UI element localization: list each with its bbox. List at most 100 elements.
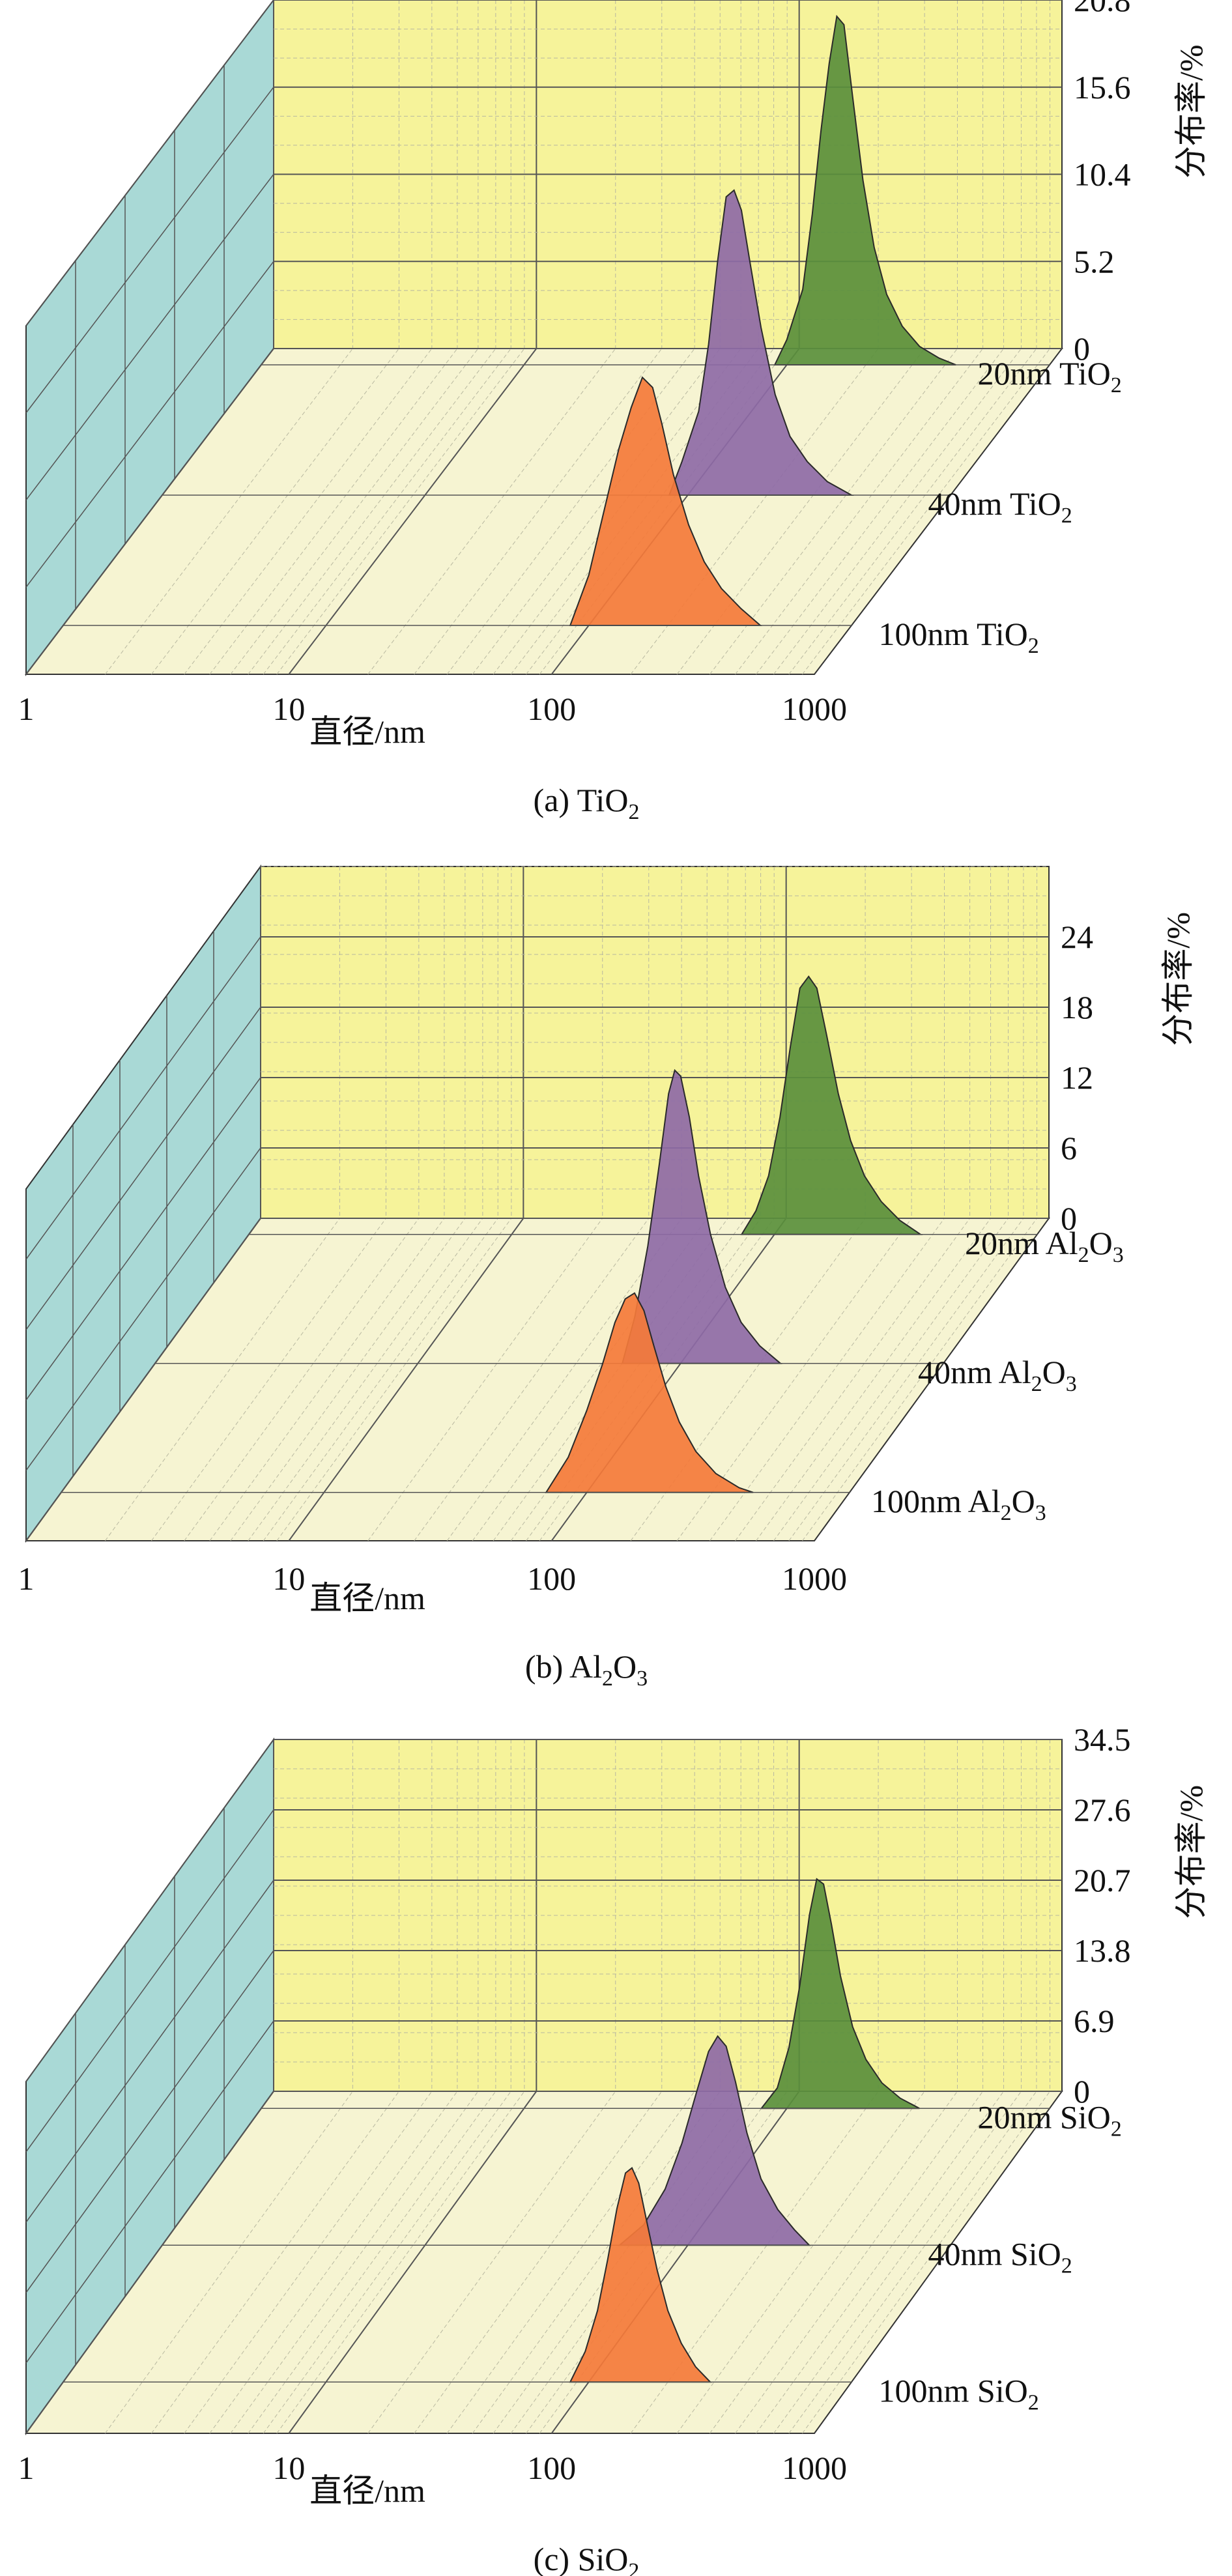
series-label-text: O: [1089, 1225, 1113, 1261]
z-tick-label: 6.9: [1074, 2003, 1115, 2039]
x-tick-label: 10: [272, 2450, 305, 2486]
caption-prefix: (a): [534, 782, 577, 818]
z-tick-label: 6: [1061, 1130, 1077, 1166]
series-label: 40nm Al2O3: [918, 1354, 1077, 1396]
series-label: 100nm TiO2: [879, 616, 1039, 658]
series-label-text: 100nm SiO: [879, 2372, 1028, 2409]
grid-lines: [25, 866, 1049, 1541]
caption-prefix: (c): [534, 2541, 578, 2576]
z-tick-label: 12: [1061, 1059, 1093, 1096]
series-label-text: 100nm Al: [871, 1483, 1001, 1519]
series-label-subscript: 2: [1111, 2117, 1122, 2141]
x-tick-label: 1: [18, 691, 35, 727]
series-label-subscript: 2: [1028, 2390, 1039, 2414]
z-tick-label: 13.8: [1074, 1932, 1131, 1969]
series-area: [760, 1878, 920, 2110]
caption-subscript: 3: [637, 1667, 648, 1691]
z-tick-label: 20.7: [1074, 1862, 1131, 1898]
series-area: [621, 1068, 782, 1364]
z-tick-label: 0: [1074, 2073, 1090, 2110]
z-axis-title: 分布率/%: [1173, 44, 1209, 179]
caption-prefix: (b): [525, 1648, 569, 1685]
series-label-text: 20nm TiO: [978, 355, 1111, 392]
x-tick-label: 1: [18, 1560, 35, 1597]
x-tick-label: 10: [272, 691, 305, 727]
series-label-subscript: 2: [1028, 634, 1039, 658]
caption-subscript: 2: [628, 2559, 639, 2576]
panel-caption: (b) Al2O3: [525, 1648, 648, 1691]
x-axis-title: 直径/nm: [309, 713, 425, 750]
series-label-text: O: [1012, 1483, 1035, 1519]
series-2: [61, 1292, 850, 1493]
caption-formula: TiO: [577, 782, 629, 818]
series-1: [162, 189, 951, 496]
series-label: 100nm Al2O3: [871, 1483, 1046, 1525]
z-tick-label: 15.6: [1074, 69, 1131, 106]
series-label-subscript: 3: [1113, 1243, 1124, 1267]
x-tick-label: 1000: [782, 2450, 847, 2486]
series-1: [162, 2035, 951, 2246]
series-label-subscript: 3: [1035, 1501, 1046, 1525]
caption-formula: Al: [569, 1648, 602, 1685]
series-area: [740, 975, 923, 1235]
series-area: [773, 14, 956, 365]
caption-formula: O: [613, 1648, 637, 1685]
series-label-subscript: 2: [1061, 504, 1072, 528]
panel-c: 34.5 27.6 20.7 13.8 6.9 0 分布率/% 1 10 100 1000 直径/nm…: [18, 1721, 1210, 2576]
x-tick-label: 100: [527, 2450, 576, 2486]
series-area: [668, 189, 854, 496]
z-tick-label: 18: [1061, 989, 1093, 1025]
panel-a: 20.8 15.6 10.4 5.2 0 分布率/% 1 10 100 1000 直径/nm 20nm…: [18, 0, 1209, 824]
caption-subscript: 2: [628, 800, 639, 824]
series-0: [261, 1878, 1050, 2110]
series-label-subscript: 2: [1078, 1243, 1089, 1267]
x-tick-label: 1000: [782, 691, 847, 727]
z-tick-label: 10.4: [1074, 156, 1131, 193]
series-label-subscript: 2: [1031, 1372, 1042, 1396]
series-0: [249, 975, 1037, 1235]
panel-caption: (c) SiO2: [534, 2541, 640, 2576]
x-tick-label: 100: [527, 691, 576, 727]
z-tick-label: 20.8: [1074, 0, 1131, 18]
x-tick-label: 1: [18, 2450, 35, 2486]
series-2: [63, 2167, 852, 2383]
panel-caption: (a) TiO2: [534, 782, 640, 824]
series-label: 20nm Al2O3: [965, 1225, 1124, 1267]
series-area: [569, 2167, 712, 2383]
z-tick-label: 24: [1061, 919, 1093, 955]
series-area: [618, 2035, 811, 2246]
series-label: 20nm SiO2: [978, 2098, 1122, 2141]
series-label: 100nm SiO2: [879, 2372, 1039, 2414]
x-axis-title: 直径/nm: [309, 2472, 425, 2509]
grid-lines: [25, 1739, 1062, 2434]
series-label-text: O: [1042, 1354, 1066, 1390]
series-label-text: 40nm Al: [918, 1354, 1031, 1390]
z-tick-label: 27.6: [1074, 1792, 1131, 1828]
z-tick-label: 34.5: [1074, 1721, 1131, 1758]
series-area: [569, 376, 762, 626]
series-label-text: 20nm Al: [965, 1225, 1078, 1261]
series-label: 40nm SiO2: [928, 2235, 1072, 2278]
series-2: [63, 376, 852, 626]
z-axis-title: 分布率/%: [1173, 1785, 1209, 1919]
x-tick-label: 10: [272, 1560, 305, 1597]
caption-formula: SiO: [578, 2541, 629, 2576]
z-tick-label: 0: [1061, 1200, 1077, 1237]
z-tick-label: 0: [1074, 330, 1090, 367]
series-1: [155, 1068, 943, 1364]
series-label-text: 40nm TiO: [928, 485, 1061, 522]
x-axis-title: 直径/nm: [309, 1580, 425, 1616]
z-tick-label: 5.2: [1074, 243, 1115, 279]
series-label: 20nm TiO2: [978, 355, 1122, 397]
series-area: [545, 1292, 754, 1493]
series-label-subscript: 2: [1061, 2254, 1072, 2278]
series-label-text: 40nm SiO: [928, 2235, 1061, 2272]
series-label-text: 100nm TiO: [879, 616, 1028, 652]
series-label: 40nm TiO2: [928, 485, 1072, 528]
series-label-text: 20nm SiO: [978, 2098, 1111, 2135]
z-axis-title: 分布率/%: [1160, 912, 1196, 1046]
series-label-subscript: 2: [1001, 1501, 1012, 1525]
series-label-subscript: 3: [1066, 1372, 1077, 1396]
